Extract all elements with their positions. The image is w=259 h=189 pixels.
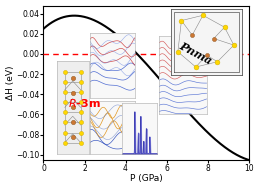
X-axis label: P (GPa): P (GPa) [130, 174, 162, 184]
Y-axis label: ΔH (eV): ΔH (eV) [5, 65, 15, 100]
Text: Pnma: Pnma [177, 40, 213, 66]
Text: $\it{R}$-3m: $\it{R}$-3m [68, 98, 101, 109]
